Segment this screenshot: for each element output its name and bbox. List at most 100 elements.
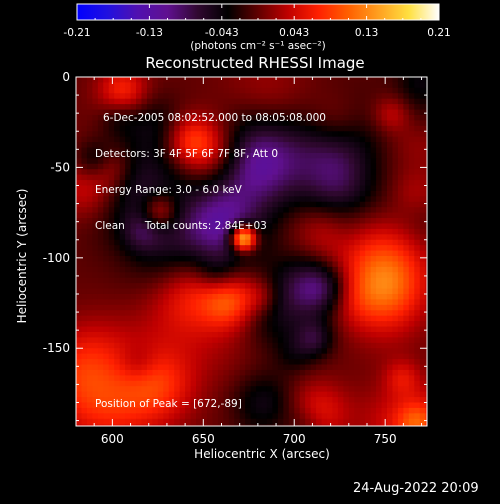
- colorbar-tick-label: -0.043: [205, 27, 239, 39]
- heatmap-cell: [381, 380, 388, 387]
- heatmap-cell: [125, 98, 132, 105]
- heatmap-cell: [234, 114, 241, 121]
- heatmap-cell: [250, 321, 257, 328]
- heatmap-cell: [419, 250, 426, 257]
- heatmap-cell: [294, 424, 301, 426]
- heatmap-cell: [86, 337, 93, 344]
- heatmap-cell: [152, 245, 159, 252]
- heatmap-cell: [108, 315, 115, 322]
- heatmap-cell: [365, 391, 372, 398]
- heatmap-cell: [370, 245, 377, 252]
- heatmap-cell: [103, 277, 110, 284]
- heatmap-cell: [185, 331, 192, 338]
- heatmap-cell: [414, 239, 421, 246]
- heatmap-cell: [359, 353, 366, 360]
- heatmap-cell: [239, 120, 246, 127]
- heatmap-cell: [86, 223, 93, 230]
- heatmap-cell: [288, 239, 295, 246]
- heatmap-cell: [234, 364, 241, 371]
- heatmap-cell: [250, 424, 257, 426]
- heatmap-cell: [299, 386, 306, 393]
- heatmap-cell: [119, 212, 126, 219]
- heatmap-cell: [403, 397, 410, 404]
- heatmap-cell: [381, 369, 388, 376]
- heatmap-cell: [321, 331, 328, 338]
- heatmap-cell: [201, 256, 208, 263]
- heatmap-cell: [266, 152, 274, 159]
- heatmap-cell: [141, 288, 148, 295]
- heatmap-cell: [81, 364, 88, 371]
- heatmap-cell: [408, 288, 415, 295]
- heatmap-cell: [277, 266, 284, 273]
- heatmap-cell: [201, 207, 208, 214]
- heatmap-cell: [370, 266, 377, 273]
- heatmap-cell: [157, 207, 164, 214]
- heatmap-cell: [299, 142, 306, 149]
- heatmap-cell: [250, 158, 257, 165]
- heatmap-cell: [141, 120, 148, 127]
- heatmap-cell: [288, 364, 295, 371]
- heatmap-cell: [321, 386, 328, 393]
- heatmap-cell: [239, 114, 246, 121]
- heatmap-cell: [370, 98, 377, 105]
- heatmap-cell: [425, 293, 427, 301]
- heatmap-cell: [196, 380, 203, 387]
- heatmap-cell: [348, 364, 355, 371]
- heatmap-cell: [76, 223, 83, 230]
- heatmap-cell: [206, 82, 213, 89]
- heatmap-cell: [217, 136, 224, 143]
- heatmap-cell: [168, 190, 175, 197]
- heatmap-cell: [157, 98, 164, 105]
- heatmap-cell: [261, 245, 268, 252]
- heatmap-cell: [408, 120, 415, 127]
- heatmap-cell: [266, 413, 274, 420]
- heatmap-cell: [403, 391, 410, 398]
- heatmap-cell: [119, 196, 126, 203]
- heatmap-cell: [141, 413, 148, 420]
- heatmap-cell: [141, 391, 148, 398]
- heatmap-cell: [152, 114, 159, 121]
- heatmap-cell: [108, 299, 115, 306]
- heatmap-cell: [81, 87, 88, 94]
- heatmap-cell: [206, 375, 213, 382]
- heatmap-cell: [250, 82, 257, 89]
- heatmap-cell: [283, 315, 290, 322]
- heatmap-cell: [365, 136, 372, 143]
- heatmap-cell: [125, 114, 132, 121]
- heatmap-cell: [146, 342, 153, 349]
- heatmap-cell: [272, 87, 279, 94]
- heatmap-cell: [321, 223, 328, 230]
- heatmap-cell: [403, 261, 410, 268]
- heatmap-cell: [365, 239, 372, 246]
- heatmap-cell: [97, 174, 104, 181]
- heatmap-cell: [343, 418, 350, 425]
- heatmap-cell: [92, 152, 99, 159]
- heatmap-cell: [370, 142, 377, 149]
- heatmap-cell: [190, 93, 197, 100]
- heatmap-cell: [294, 93, 301, 100]
- heatmap-cell: [196, 407, 203, 414]
- heatmap-cell: [425, 261, 427, 268]
- heatmap-cell: [294, 87, 301, 94]
- heatmap-cell: [359, 277, 366, 284]
- heatmap-cell: [157, 125, 164, 132]
- heatmap-cell: [381, 359, 388, 366]
- heatmap-cell: [239, 315, 246, 322]
- heatmap-cell: [354, 109, 361, 116]
- heatmap-cell: [272, 283, 279, 290]
- heatmap-cell: [354, 277, 361, 284]
- heatmap-cell: [174, 304, 181, 311]
- heatmap-cell: [326, 277, 334, 284]
- heatmap-cell: [370, 288, 377, 295]
- heatmap-cell: [419, 245, 426, 252]
- heatmap-cell: [146, 190, 153, 197]
- heatmap-cell: [185, 369, 192, 376]
- heatmap-cell: [403, 136, 410, 143]
- heatmap-cell: [97, 239, 104, 246]
- heatmap-cell: [299, 250, 306, 257]
- heatmap-cell: [348, 234, 355, 241]
- heatmap-cell: [294, 266, 301, 273]
- heatmap-cell: [348, 342, 355, 349]
- heatmap-cell: [125, 174, 132, 181]
